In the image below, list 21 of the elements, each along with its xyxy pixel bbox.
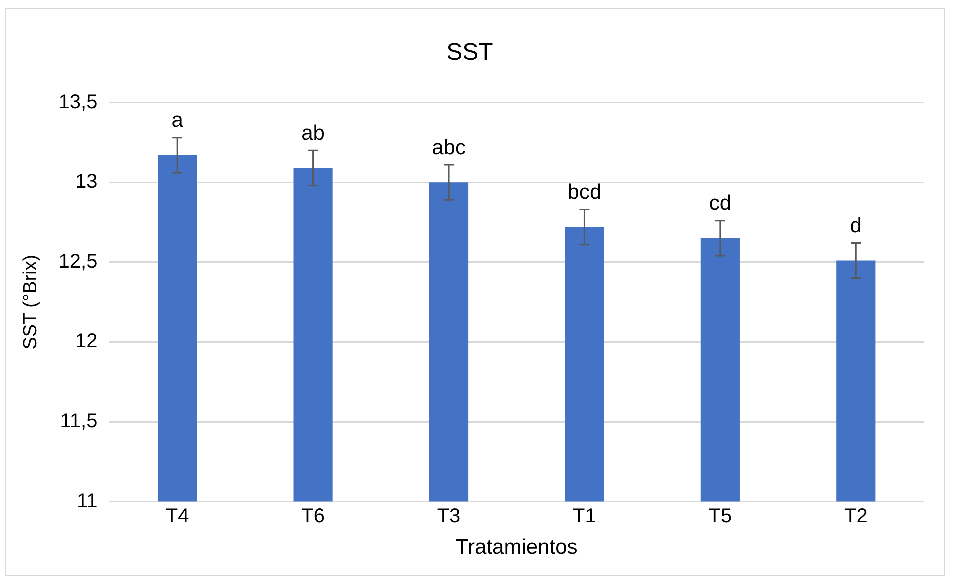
x-tick-label: T4	[166, 505, 190, 528]
annotation: cd	[709, 192, 732, 216]
y-tick-label: 11	[76, 490, 98, 512]
x-tick-label: T1	[573, 505, 596, 528]
y-axis-title: SST (°Brix)	[20, 254, 42, 350]
x-tick-label: T3	[437, 505, 461, 528]
annotation: a	[172, 109, 184, 132]
annotation: bcd	[568, 181, 602, 204]
x-tick-label: T5	[708, 505, 732, 528]
annotation: ab	[302, 122, 325, 145]
annotation: d	[850, 214, 862, 238]
y-tick-label: 13,5	[58, 91, 98, 114]
y-tick-label: 12,5	[58, 250, 98, 273]
y-tick-label: 12	[75, 330, 98, 353]
x-tick-label: T6	[302, 505, 325, 528]
x-tick-label: T2	[844, 505, 868, 528]
chart-title: SST	[446, 39, 494, 66]
y-tick-label: 11,5	[60, 410, 98, 433]
annotation: abc	[432, 136, 466, 160]
x-axis-title: Tratamientos	[456, 536, 578, 560]
y-tick-label: 13	[75, 171, 98, 194]
